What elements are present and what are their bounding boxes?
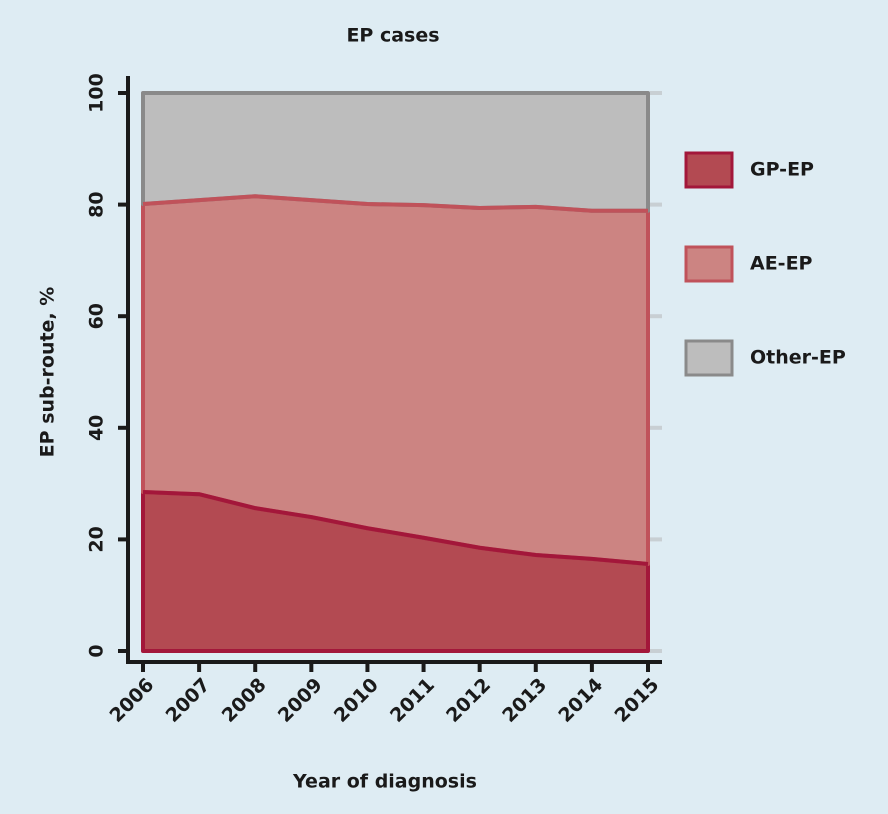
y-tick-label: 20	[86, 526, 108, 552]
area-fill	[141, 91, 650, 213]
y-tick-label: 100	[86, 73, 108, 113]
area-top-edge	[142, 489, 649, 566]
legend-swatch	[684, 151, 734, 189]
y-axis-label: EP sub-route, %	[37, 287, 59, 458]
y-tick-label: 60	[86, 303, 108, 329]
legend-label: Other-EP	[750, 347, 846, 369]
legend-swatch	[684, 339, 734, 377]
legend-swatch	[684, 245, 734, 283]
x-axis-label: Year of diagnosis	[292, 771, 477, 793]
y-tick-label: 0	[86, 644, 108, 657]
legend-label: GP-EP	[750, 159, 814, 181]
y-tick-label: 80	[86, 191, 108, 217]
legend-label: AE-EP	[750, 253, 813, 275]
area-top-edge	[142, 194, 648, 213]
chart-title: EP cases	[346, 25, 439, 47]
y-tick-label: 40	[86, 415, 108, 441]
